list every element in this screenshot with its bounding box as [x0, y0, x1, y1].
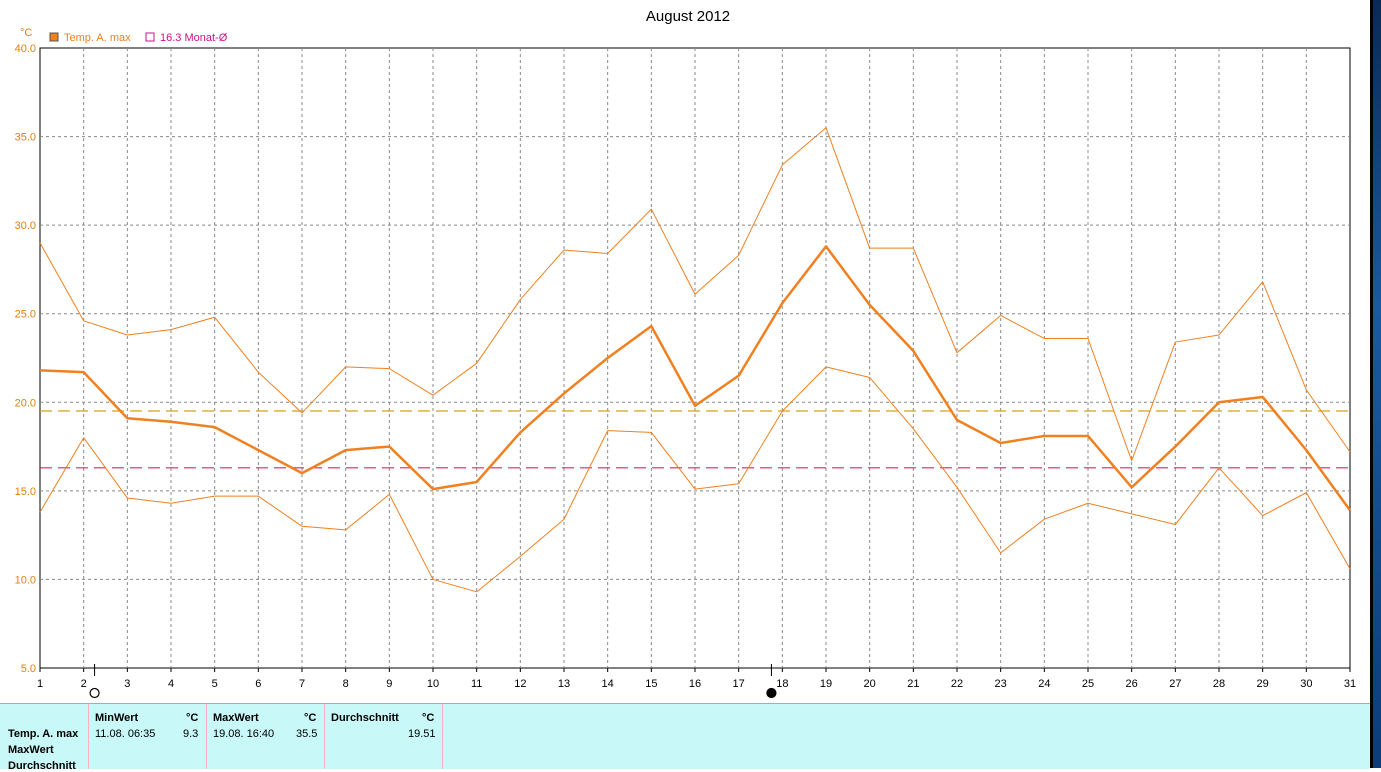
x-tick-label: 19	[820, 678, 832, 690]
x-tick-label: 12	[514, 678, 526, 690]
x-tick-label: 2	[81, 678, 87, 690]
chart-title: August 2012	[646, 8, 730, 25]
stats-panel: Temp. A. max MaxWert Durchschnitt MinWer…	[0, 703, 1370, 769]
x-tick-label: 27	[1169, 678, 1181, 690]
y-tick-label: 20.0	[15, 397, 36, 409]
stats-avg-value: 19.51	[408, 728, 436, 740]
x-tick-label: 7	[299, 678, 305, 690]
x-tick-label: 6	[255, 678, 261, 690]
x-tick-label: 24	[1038, 678, 1050, 690]
stats-max-date: 19.08. 16:40	[213, 728, 274, 740]
y-axis-label: °C	[20, 27, 32, 39]
stats-col-min: MinWert °C 11.08. 06:35 9.3	[88, 704, 206, 769]
stats-min-unit: °C	[186, 712, 198, 724]
stats-min-header: MinWert	[95, 712, 138, 724]
stats-col-max: MaxWert °C 19.08. 16:40 35.5	[206, 704, 324, 769]
y-tick-label: 25.0	[15, 309, 36, 321]
stats-min-value: 9.3	[183, 728, 198, 740]
stats-max-header: MaxWert	[213, 712, 259, 724]
y-tick-label: 10.0	[15, 574, 36, 586]
x-tick-label: 21	[907, 678, 919, 690]
legend-swatch-0	[50, 33, 58, 41]
x-tick-label: 17	[733, 678, 745, 690]
x-tick-label: 30	[1300, 678, 1312, 690]
stats-max-value: 35.5	[296, 728, 317, 740]
full-moon-icon	[767, 689, 776, 698]
x-tick-label: 23	[995, 678, 1007, 690]
x-tick-label: 14	[602, 678, 614, 690]
x-tick-label: 15	[645, 678, 657, 690]
x-tick-label: 26	[1126, 678, 1138, 690]
window-edge	[1370, 0, 1381, 768]
y-tick-label: 30.0	[15, 220, 36, 232]
x-tick-label: 1	[37, 678, 43, 690]
x-tick-label: 18	[776, 678, 788, 690]
stats-row-label-max: MaxWert	[8, 744, 54, 756]
x-tick-label: 5	[212, 678, 218, 690]
x-tick-label: 11	[471, 678, 482, 690]
stats-min-date: 11.08. 06:35	[95, 728, 155, 740]
x-tick-label: 20	[864, 678, 876, 690]
x-tick-label: 25	[1082, 678, 1094, 690]
x-tick-label: 31	[1344, 678, 1356, 690]
stats-row-label-series: Temp. A. max	[8, 728, 78, 740]
stats-col-avg: Durchschnitt °C 19.51	[324, 704, 443, 769]
stats-row-label-avg: Durchschnitt	[8, 760, 76, 772]
legend-swatch-1	[146, 33, 154, 41]
x-tick-label: 28	[1213, 678, 1225, 690]
x-tick-label: 4	[168, 678, 174, 690]
stats-avg-unit: °C	[422, 712, 434, 724]
stats-avg-header: Durchschnitt	[331, 712, 399, 724]
y-tick-label: 15.0	[15, 486, 36, 498]
legend-label-1: 16.3 Monat-Ø	[160, 32, 228, 44]
x-tick-label: 13	[558, 678, 570, 690]
x-tick-label: 3	[124, 678, 130, 690]
y-tick-label: 5.0	[21, 663, 36, 675]
x-tick-label: 9	[386, 678, 392, 690]
x-tick-label: 29	[1257, 678, 1269, 690]
x-tick-label: 16	[689, 678, 701, 690]
x-tick-label: 22	[951, 678, 963, 690]
y-tick-label: 35.0	[15, 132, 36, 144]
stats-max-unit: °C	[304, 712, 316, 724]
x-tick-label: 10	[427, 678, 439, 690]
legend-label-0: Temp. A. max	[64, 32, 131, 44]
y-tick-label: 40.0	[15, 43, 36, 55]
x-tick-label: 8	[343, 678, 349, 690]
new-moon-icon	[90, 689, 99, 698]
